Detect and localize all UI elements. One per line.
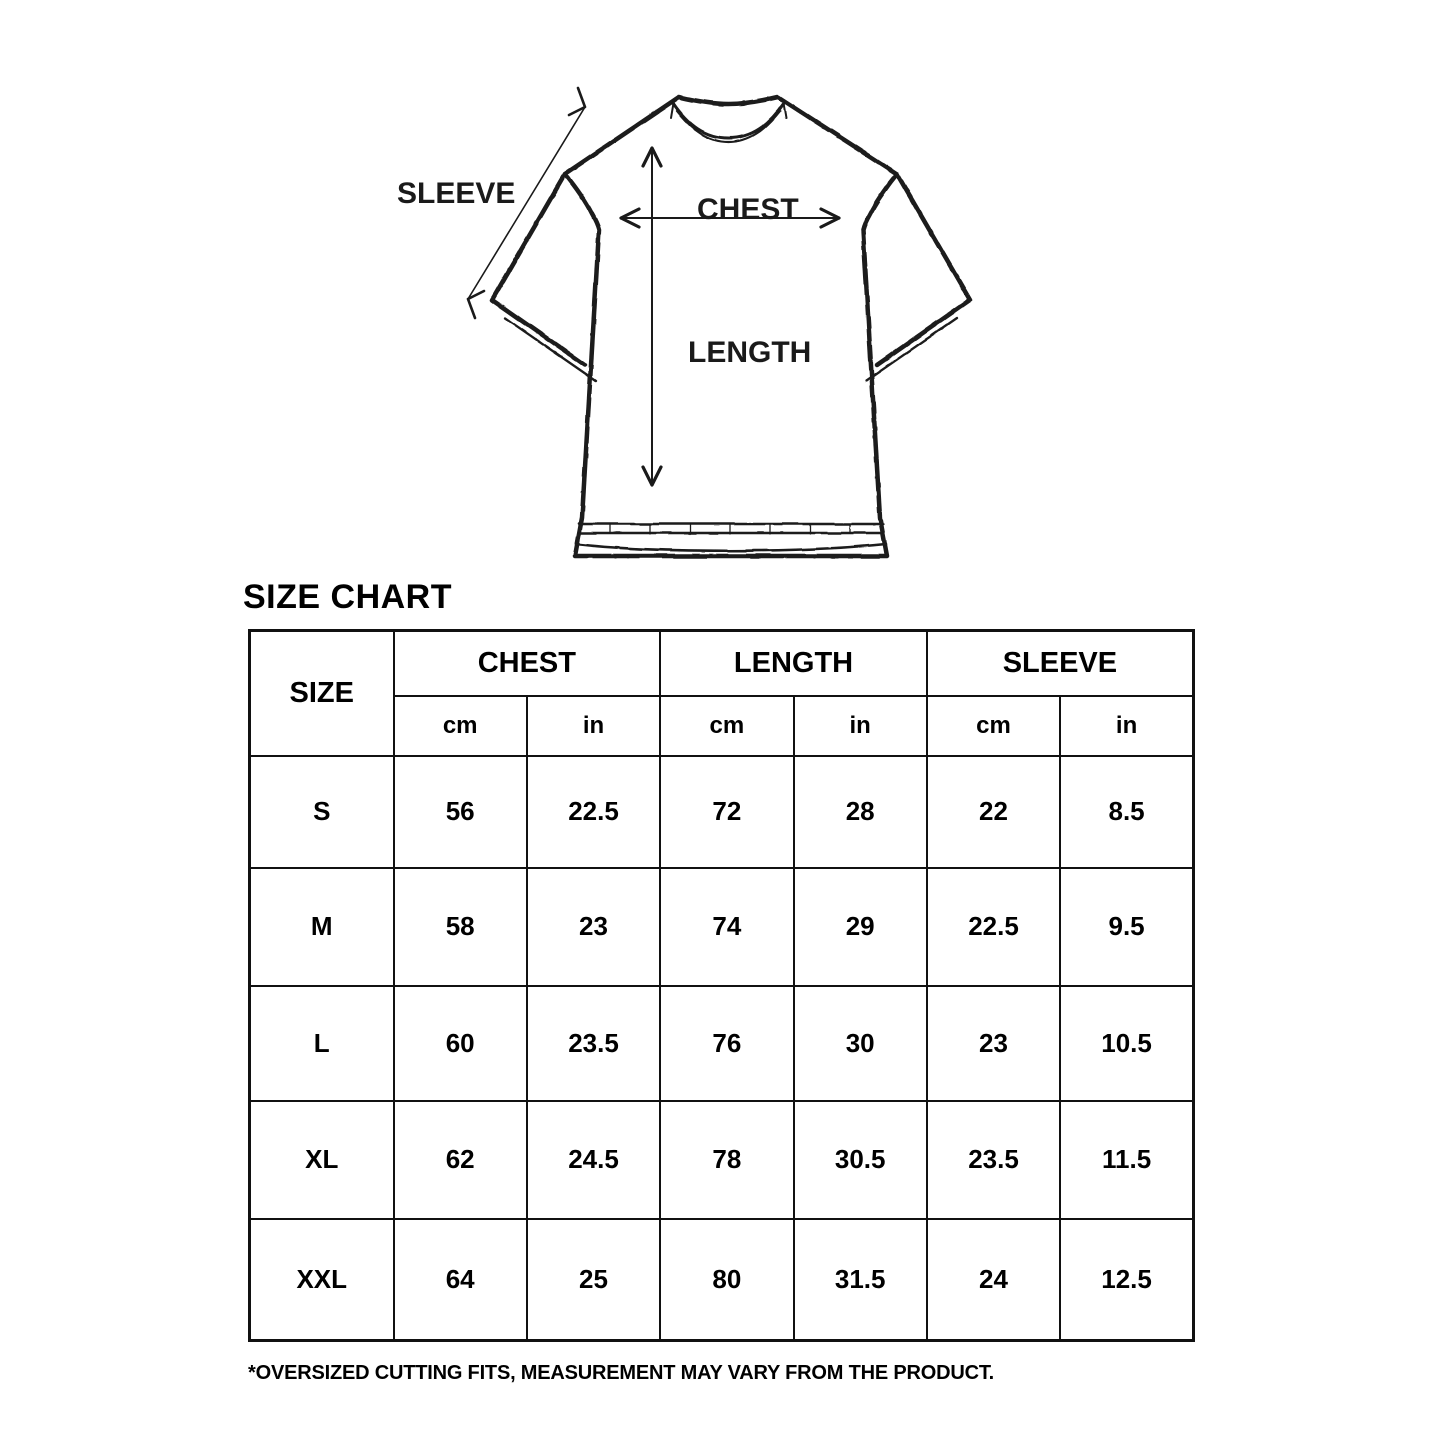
svg-text:CHEST: CHEST [697, 193, 799, 226]
svg-text:SLEEVE: SLEEVE [397, 177, 515, 210]
svg-text:LENGTH: LENGTH [688, 336, 811, 369]
